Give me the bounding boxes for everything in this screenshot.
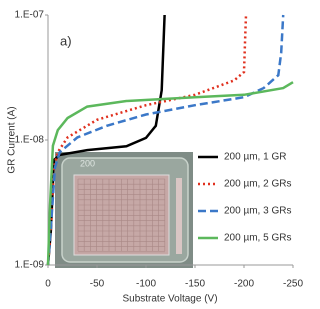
x-tick-label: -250 xyxy=(283,279,303,290)
legend-label: 200 µm, 1 GR xyxy=(224,152,286,163)
series-line xyxy=(46,81,294,266)
legend-label: 200 µm, 2 GRs xyxy=(224,179,291,190)
chip-pad xyxy=(176,178,182,254)
series-line xyxy=(46,14,248,266)
y-tick-label: 1.E-08 xyxy=(15,135,45,146)
x-tick-label: -200 xyxy=(234,279,254,290)
series-line xyxy=(46,14,166,266)
y-tick-label: 1.E-09 xyxy=(15,260,45,271)
x-tick-label: 0 xyxy=(45,279,51,290)
legend-label: 200 µm, 3 GRs xyxy=(224,206,291,217)
legend-label: 200 µm, 5 GRs xyxy=(224,233,291,244)
series-line xyxy=(46,14,285,266)
x-tick-label: -50 xyxy=(90,279,105,290)
y-axis-label: GR Current (A) xyxy=(7,106,18,173)
annotation: a) xyxy=(60,33,72,48)
y-tick-label: 1.E-07 xyxy=(15,10,45,21)
inset-photo: 200 xyxy=(55,152,193,268)
inset-label: 200 xyxy=(80,158,95,168)
x-tick-label: -100 xyxy=(136,279,156,290)
chart: 200 a) GR Current (A) Substrate Voltage … xyxy=(7,10,304,305)
chip-grid xyxy=(77,178,166,253)
x-axis-label: Substrate Voltage (V) xyxy=(122,294,217,305)
x-tick-label: -150 xyxy=(185,279,205,290)
